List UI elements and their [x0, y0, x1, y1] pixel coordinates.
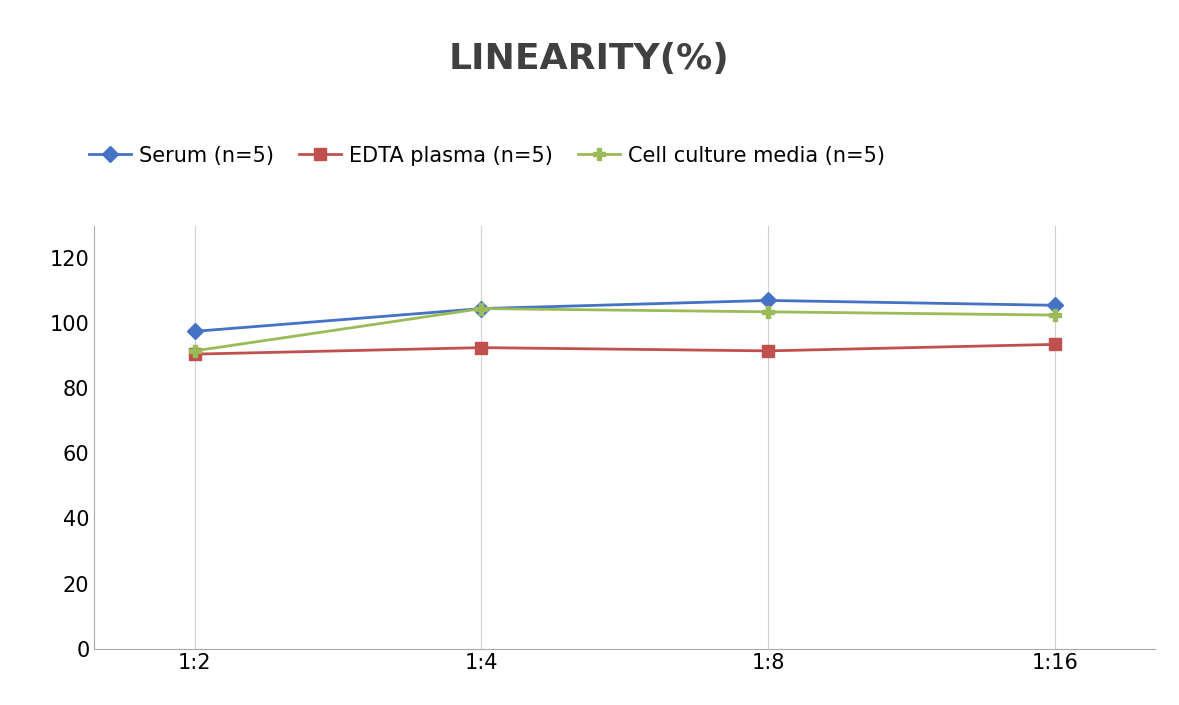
Legend: Serum (n=5), EDTA plasma (n=5), Cell culture media (n=5): Serum (n=5), EDTA plasma (n=5), Cell cul…	[81, 137, 894, 174]
Text: LINEARITY(%): LINEARITY(%)	[449, 42, 730, 76]
